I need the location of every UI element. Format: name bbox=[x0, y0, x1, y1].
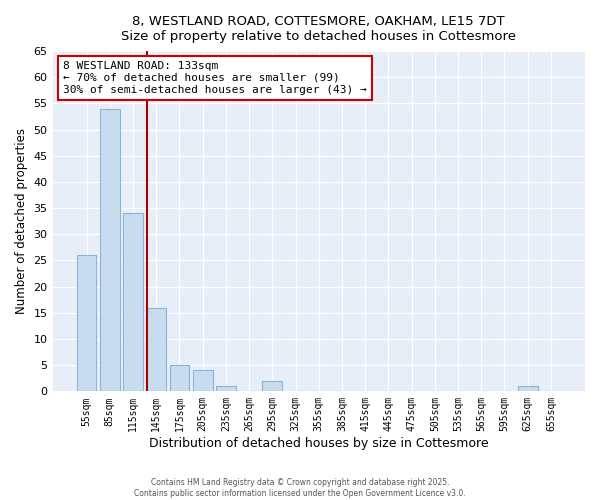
Bar bbox=[100, 108, 119, 392]
Y-axis label: Number of detached properties: Number of detached properties bbox=[15, 128, 28, 314]
Title: 8, WESTLAND ROAD, COTTESMORE, OAKHAM, LE15 7DT
Size of property relative to deta: 8, WESTLAND ROAD, COTTESMORE, OAKHAM, LE… bbox=[121, 15, 516, 43]
Bar bbox=[216, 386, 236, 392]
Bar bbox=[193, 370, 212, 392]
Text: Contains HM Land Registry data © Crown copyright and database right 2025.
Contai: Contains HM Land Registry data © Crown c… bbox=[134, 478, 466, 498]
Bar bbox=[170, 365, 190, 392]
Bar bbox=[262, 381, 282, 392]
Bar bbox=[146, 308, 166, 392]
X-axis label: Distribution of detached houses by size in Cottesmore: Distribution of detached houses by size … bbox=[149, 437, 488, 450]
Bar bbox=[518, 386, 538, 392]
Text: 8 WESTLAND ROAD: 133sqm
← 70% of detached houses are smaller (99)
30% of semi-de: 8 WESTLAND ROAD: 133sqm ← 70% of detache… bbox=[63, 62, 367, 94]
Bar bbox=[77, 255, 97, 392]
Bar bbox=[123, 214, 143, 392]
